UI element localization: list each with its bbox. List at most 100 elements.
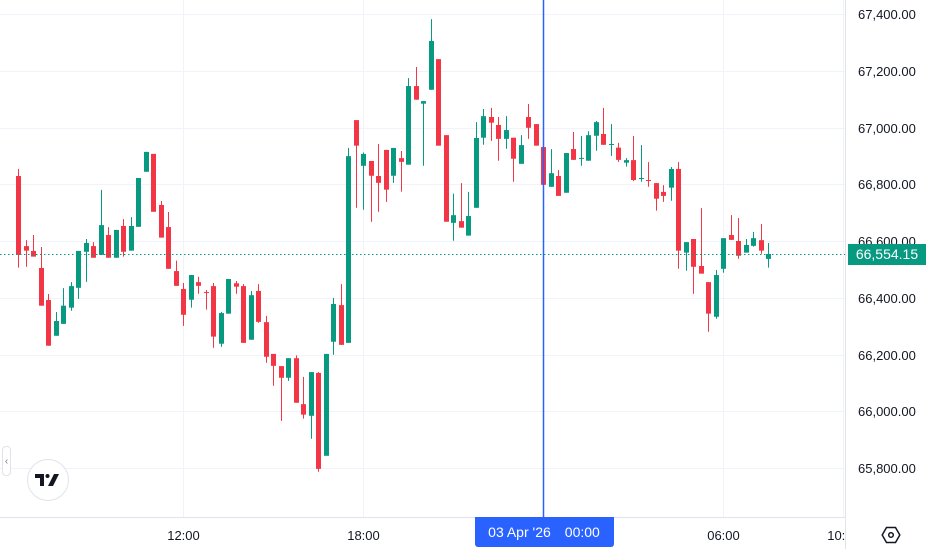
candle-body bbox=[669, 168, 674, 188]
price-tick-label: 66,800.00 bbox=[858, 177, 916, 192]
candle-body bbox=[654, 183, 659, 199]
candle bbox=[61, 288, 66, 324]
candle-body bbox=[309, 372, 314, 416]
candle bbox=[279, 366, 284, 421]
candle bbox=[204, 290, 209, 310]
candle bbox=[736, 218, 741, 259]
candle bbox=[391, 147, 396, 183]
candle bbox=[766, 242, 771, 268]
candle bbox=[159, 200, 164, 238]
candle bbox=[361, 152, 366, 210]
candle bbox=[624, 158, 629, 167]
candle-body bbox=[241, 286, 246, 343]
candle bbox=[174, 260, 179, 286]
candle-body bbox=[534, 124, 539, 146]
grid bbox=[0, 0, 845, 517]
last-price-label: 66,554.15 bbox=[848, 244, 926, 265]
candle bbox=[594, 120, 599, 151]
candle-body bbox=[256, 290, 261, 322]
candle bbox=[519, 135, 524, 164]
candle bbox=[526, 103, 531, 139]
candle-body bbox=[699, 265, 704, 274]
candle bbox=[459, 183, 464, 228]
candle bbox=[31, 235, 36, 257]
candle-body bbox=[196, 282, 201, 286]
settings-hexagon-icon[interactable] bbox=[880, 524, 902, 546]
chevron-left-icon[interactable]: ‹ bbox=[2, 446, 11, 476]
candle-body bbox=[24, 246, 29, 251]
candle bbox=[189, 275, 194, 308]
candle bbox=[579, 136, 584, 166]
candle-body bbox=[144, 151, 149, 172]
candle bbox=[121, 219, 126, 257]
candle bbox=[354, 120, 359, 208]
candle-body bbox=[166, 227, 171, 269]
candle bbox=[714, 269, 719, 319]
price-tick-label: 67,200.00 bbox=[858, 64, 916, 79]
candle-body bbox=[331, 303, 336, 342]
candle-body bbox=[264, 322, 269, 357]
candle-body bbox=[279, 366, 284, 378]
candle bbox=[504, 116, 509, 149]
candle-body bbox=[429, 40, 434, 90]
candle-body bbox=[46, 300, 51, 346]
tradingview-logo-icon[interactable] bbox=[27, 459, 69, 501]
candle-body bbox=[106, 235, 111, 258]
candle-body bbox=[31, 250, 36, 257]
candle-body bbox=[234, 283, 239, 287]
candle bbox=[294, 355, 299, 403]
candle-body bbox=[219, 313, 224, 344]
candle-body bbox=[489, 117, 494, 123]
candle bbox=[219, 311, 224, 347]
price-tick-label: 67,400.00 bbox=[858, 7, 916, 22]
candle-body bbox=[76, 250, 81, 288]
candle bbox=[181, 282, 186, 326]
candle-body bbox=[676, 168, 681, 251]
candle bbox=[744, 239, 749, 253]
candle-body bbox=[339, 305, 344, 345]
time-tick-label: 18:00 bbox=[347, 528, 380, 543]
candle-body bbox=[114, 229, 119, 258]
candle-body bbox=[466, 216, 471, 236]
price-tick-label: 66,000.00 bbox=[858, 404, 916, 419]
candle bbox=[534, 124, 539, 146]
candle bbox=[76, 250, 81, 299]
candle-body bbox=[121, 225, 126, 252]
candle-body bbox=[286, 358, 291, 378]
candle-body bbox=[16, 176, 21, 255]
candle bbox=[616, 142, 621, 162]
candle bbox=[429, 19, 434, 90]
candle-body bbox=[129, 225, 134, 251]
tradingview-logo-glyph bbox=[35, 474, 59, 486]
candle-body bbox=[646, 179, 651, 181]
candle bbox=[249, 290, 254, 340]
time-axis: 12:00 18:00 06:00 10:00 bbox=[167, 528, 860, 543]
candle-body bbox=[151, 153, 156, 212]
candle bbox=[699, 208, 704, 274]
candle-body bbox=[549, 173, 554, 187]
candle bbox=[91, 242, 96, 258]
time-tick-label: 10:00 bbox=[827, 528, 860, 543]
candle-body bbox=[421, 101, 426, 104]
time-tick-label: 06:00 bbox=[707, 528, 740, 543]
candle-body bbox=[369, 160, 374, 176]
candle-body bbox=[526, 117, 531, 128]
candle-body bbox=[324, 353, 329, 456]
candle-body bbox=[594, 122, 599, 136]
candle-body bbox=[436, 59, 441, 146]
candle bbox=[691, 239, 696, 294]
candle bbox=[324, 353, 329, 456]
candle-body bbox=[159, 204, 164, 238]
price-axis: 65,800.0066,000.0066,200.0066,400.0066,6… bbox=[858, 7, 916, 476]
candle bbox=[136, 178, 141, 227]
candle-body bbox=[481, 116, 486, 138]
candle-body bbox=[714, 275, 719, 317]
candle-body bbox=[136, 178, 141, 227]
candles bbox=[16, 19, 771, 472]
candle bbox=[654, 183, 659, 211]
candle-body bbox=[376, 176, 381, 183]
candle bbox=[331, 298, 336, 355]
candle-body bbox=[174, 271, 179, 286]
time-tick-label: 12:00 bbox=[167, 528, 200, 543]
